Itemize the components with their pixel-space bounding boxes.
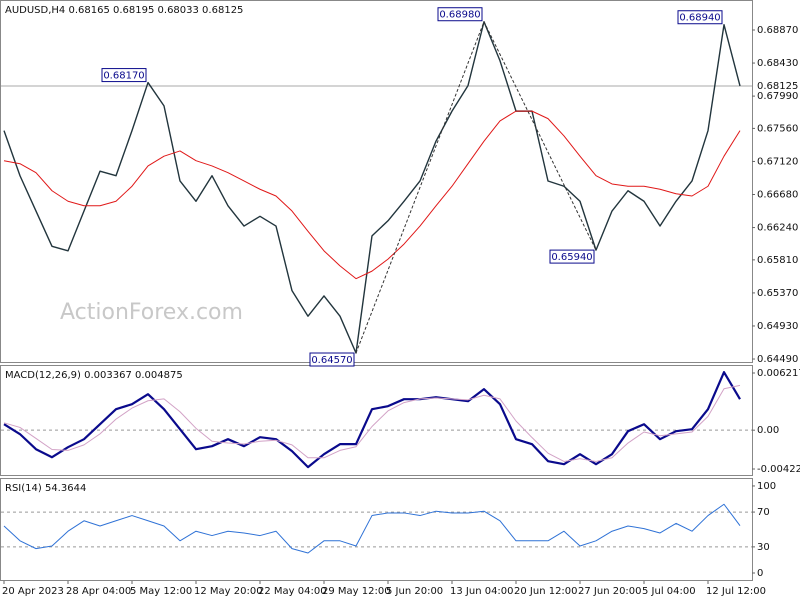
- annotation-label: 0.68980: [439, 10, 480, 21]
- series-line: [3, 110, 741, 280]
- x-tick-label: 5 Jul 04:00: [642, 586, 696, 597]
- annotation-box: [549, 249, 595, 264]
- y-tick-label: 100: [757, 481, 776, 492]
- y-tick-label: 0.68870: [757, 25, 798, 36]
- y-tick-label: 0.65810: [757, 255, 798, 266]
- annotation-box: [437, 7, 483, 22]
- series-line: [3, 384, 741, 462]
- y-tick-label: 0.006217: [757, 368, 800, 379]
- x-tick-label: 29 May 12:00: [322, 586, 391, 597]
- x-tick-label: 12 Jul 12:00: [706, 586, 766, 597]
- y-tick-label: 0.67990: [757, 91, 798, 102]
- annotation-label: 0.68170: [103, 71, 144, 82]
- panel-title: RSI(14) 54.3644: [5, 483, 86, 494]
- y-tick-label: 0.66240: [757, 223, 798, 234]
- y-tick-label: 0.67560: [757, 123, 798, 134]
- y-tick-label: 0.64490: [757, 354, 798, 365]
- y-tick-label: 0.66680: [757, 190, 798, 201]
- y-tick-label: 0.00: [757, 425, 779, 436]
- annotation-box: [309, 352, 355, 367]
- x-tick-label: 27 Jun 20:00: [578, 586, 642, 597]
- rsi-panel: [0, 478, 753, 581]
- x-tick-label: 5 Jun 20:00: [386, 586, 443, 597]
- panel-title: MACD(12,26,9) 0.003367 0.004875: [5, 370, 183, 381]
- annotation-box: [101, 68, 147, 83]
- y-tick-label: 0.65370: [757, 288, 798, 299]
- annotation-label: 0.65940: [551, 252, 592, 263]
- series-line: [3, 21, 741, 354]
- x-tick-label: 22 May 04:00: [258, 586, 327, 597]
- series-line: [3, 503, 741, 554]
- annotation-label: 0.64570: [311, 355, 352, 366]
- last-price-box: [754, 79, 798, 92]
- zigzag-line: [355, 21, 485, 354]
- y-tick-label: 0.67120: [757, 156, 798, 167]
- x-tick-label: 5 May 12:00: [130, 586, 192, 597]
- x-tick-label: 20 Jun 12:00: [514, 586, 578, 597]
- y-tick-label: 0.68430: [757, 58, 798, 69]
- macd-panel: [0, 365, 753, 476]
- x-tick-label: 13 Jun 04:00: [450, 586, 514, 597]
- series-line: [3, 371, 741, 469]
- y-tick-label: 30: [757, 542, 770, 553]
- panel-title: AUDUSD,H4 0.68165 0.68195 0.68033 0.6812…: [5, 5, 243, 16]
- last-price-label: 0.68125: [757, 81, 798, 92]
- x-tick-label: 20 Apr 2023: [2, 586, 64, 597]
- price-panel: [0, 0, 753, 363]
- x-tick-label: 12 May 20:00: [194, 586, 263, 597]
- x-tick-label: 28 Apr 04:00: [66, 586, 131, 597]
- annotation-box: [677, 10, 723, 25]
- watermark: ActionForex.com: [60, 300, 243, 325]
- y-tick-label: 0: [757, 568, 763, 579]
- annotation-label: 0.68940: [679, 13, 720, 24]
- y-tick-label: -0.004221: [757, 464, 800, 475]
- y-tick-label: 0.64930: [757, 321, 798, 332]
- y-tick-label: 70: [757, 507, 770, 518]
- zigzag-line: [483, 21, 597, 251]
